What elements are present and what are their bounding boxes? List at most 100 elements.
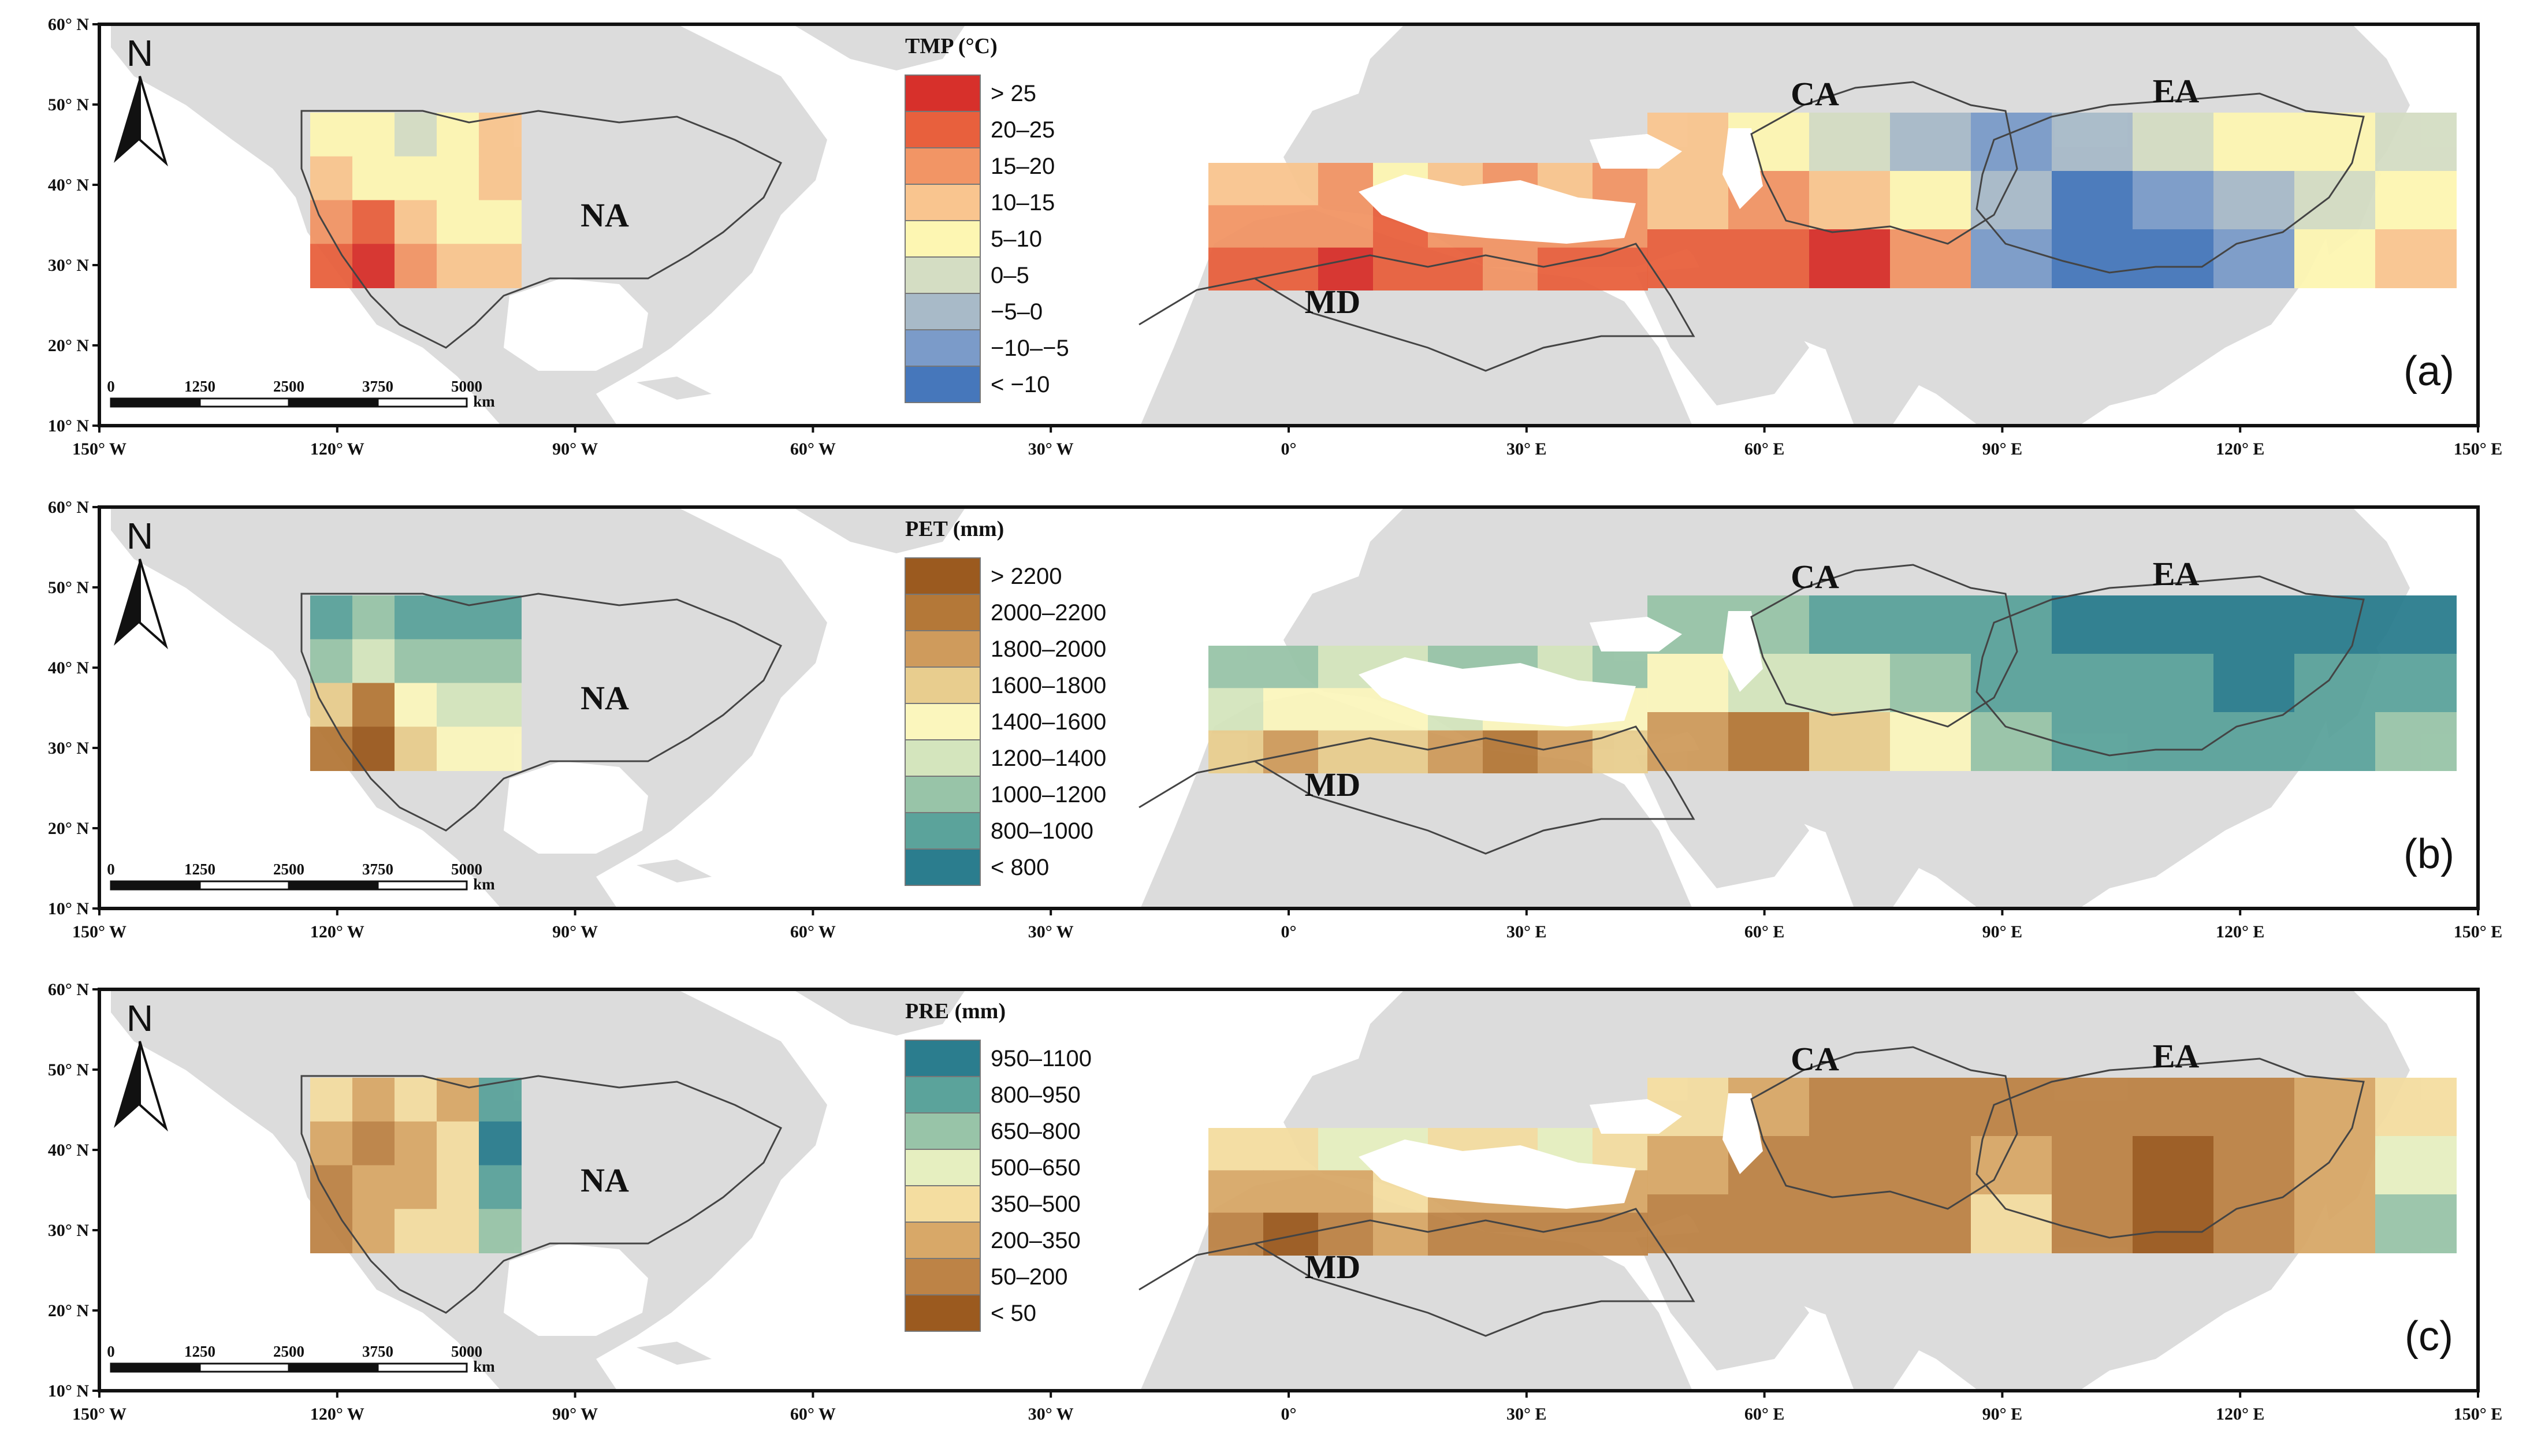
lat-tick-label: 30° N <box>48 256 89 275</box>
region-label-ca: CA <box>1791 1040 1839 1078</box>
lon-tick-label: 150° W <box>72 922 127 941</box>
legend-swatch <box>905 75 981 112</box>
lat-tick-label: 60° N <box>48 980 89 999</box>
legend-swatch <box>905 1076 981 1114</box>
region-label-ca: CA <box>1791 558 1839 595</box>
lat-tick-label: 10° N <box>48 1381 89 1401</box>
lat-tick-label: 40° N <box>48 176 89 195</box>
legend-label: 2000–2200 <box>991 600 1106 625</box>
region-label-na: NA <box>581 196 629 234</box>
lat-tick-label: 10° N <box>48 899 89 918</box>
legend-label: < −10 <box>991 372 1050 397</box>
lon-tick-label: 90° E <box>1982 440 2023 459</box>
region-label-ea: EA <box>2153 1037 2200 1075</box>
scale-bar-tick: 3750 <box>362 1343 393 1360</box>
legend-label: 5–10 <box>991 226 1042 252</box>
legend-swatch <box>905 703 981 740</box>
legend: PRE (mm) 950–1100 800–950 650–800 500–650 350… <box>905 999 1092 1332</box>
scale-bar-tick: 2500 <box>273 1343 304 1360</box>
legend-label: 20–25 <box>991 117 1055 143</box>
lon-tick-label: 90° E <box>1982 1405 2023 1424</box>
legend-swatch <box>905 812 981 850</box>
scale-bar-tick: 1250 <box>184 861 215 878</box>
legend-swatch <box>905 329 981 367</box>
legend-swatch <box>905 147 981 185</box>
lat-tick-label: 10° N <box>48 416 89 435</box>
legend-swatch <box>905 1222 981 1259</box>
asia-data-field <box>1647 113 2457 288</box>
legend-label: 0–5 <box>991 263 1029 288</box>
scale-bar-tick: 5000 <box>451 861 482 878</box>
map-area <box>99 24 2478 426</box>
legend-swatch <box>905 256 981 294</box>
legend-label: 1000–1200 <box>991 782 1106 807</box>
legend-label: 200–350 <box>991 1228 1081 1253</box>
map-area <box>99 989 2478 1391</box>
legend-swatch <box>905 848 981 886</box>
legend-label: 1600–1800 <box>991 673 1106 698</box>
lon-tick-label: 120° E <box>2216 922 2265 941</box>
north-arrow-label: N <box>127 515 153 557</box>
lon-tick-label: 60° E <box>1744 922 1785 941</box>
asia-data-field <box>1647 595 2457 771</box>
legend-label: 500–650 <box>991 1155 1081 1181</box>
lat-tick-label: 20° N <box>48 1301 89 1320</box>
region-label-md: MD <box>1305 1248 1361 1286</box>
scale-bar-unit: km <box>473 876 495 893</box>
lon-tick-label: 150° W <box>72 440 127 459</box>
lon-tick-label: 30° E <box>1506 1405 1547 1424</box>
region-label-ea: EA <box>2153 555 2200 593</box>
lon-tick-label: 150° E <box>2454 1405 2503 1424</box>
na-data-field <box>310 1078 522 1253</box>
region-label-ea: EA <box>2153 72 2200 110</box>
legend-label: < 800 <box>991 855 1049 880</box>
lon-tick-label: 30° E <box>1506 922 1547 941</box>
north-arrow: N <box>114 515 168 650</box>
north-arrow: N <box>114 32 168 167</box>
legend-swatch <box>905 630 981 668</box>
region-label-na: NA <box>581 679 629 717</box>
lon-tick-label: 30° E <box>1506 440 1547 459</box>
region-label-ca: CA <box>1791 75 1839 113</box>
scale-bar-tick: 3750 <box>362 378 393 395</box>
legend-swatch <box>905 776 981 813</box>
panel-a: 60° N 50° N 40° N 30° N 20° N 10° N 150° W 120°… <box>48 15 2502 459</box>
lon-tick-label: 120° W <box>310 922 364 941</box>
lon-tick-label: 120° E <box>2216 1405 2265 1424</box>
lon-tick-label: 30° W <box>1028 1405 1074 1424</box>
lon-tick-label: 150° E <box>2454 440 2503 459</box>
lon-tick-label: 60° E <box>1744 440 1785 459</box>
legend-label: 800–950 <box>991 1082 1081 1108</box>
lat-tick-label: 40° N <box>48 1141 89 1160</box>
legend-title: PET (mm) <box>905 517 1004 541</box>
scale-bar-tick: 1250 <box>184 1343 215 1360</box>
lon-tick-label: 150° W <box>72 1405 127 1424</box>
scale-bar-tick: 2500 <box>273 378 304 395</box>
legend-label: > 25 <box>991 81 1036 106</box>
scale-bar-unit: km <box>473 393 495 410</box>
lon-tick-label: 0° <box>1281 1405 1297 1424</box>
legend-swatch <box>905 293 981 330</box>
legend-swatch <box>905 184 981 221</box>
legend-label: 10–15 <box>991 190 1055 215</box>
map-area <box>99 507 2478 908</box>
lon-tick-label: 60° W <box>790 440 836 459</box>
legend-label: −5–0 <box>991 299 1043 325</box>
legend-label: 950–1100 <box>991 1046 1092 1071</box>
legend-label: 1400–1600 <box>991 709 1106 735</box>
legend-label: −10–−5 <box>991 336 1069 361</box>
scale-bar-tick: 2500 <box>273 861 304 878</box>
asia-data-field <box>1647 1078 2457 1253</box>
legend-label: 650–800 <box>991 1119 1081 1144</box>
lat-tick-label: 30° N <box>48 1221 89 1240</box>
panel-tag: (a) <box>2404 348 2454 394</box>
lon-tick-label: 90° W <box>552 922 598 941</box>
lat-tick-label: 60° N <box>48 15 89 34</box>
scale-bar-tick: 0 <box>107 378 115 395</box>
scale-bar-tick: 0 <box>107 861 115 878</box>
na-data-field <box>310 595 522 771</box>
legend-label: 1200–1400 <box>991 746 1106 771</box>
legend-swatch <box>905 1258 981 1295</box>
